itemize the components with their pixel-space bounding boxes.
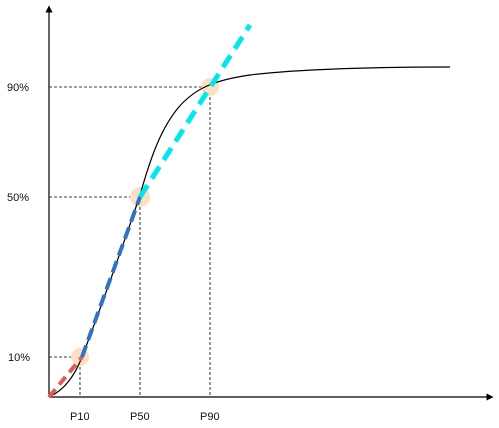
tangent-segment-mid	[80, 196, 142, 358]
y-label-50: 50%	[7, 192, 29, 204]
guide-lines	[49, 86, 211, 397]
y-label-90: 90%	[7, 82, 29, 94]
x-label-p10: P10	[70, 411, 90, 423]
tangent-segment-high	[137, 23, 253, 199]
tangent-segment-low	[47, 355, 84, 399]
x-label-p50: P50	[130, 411, 150, 423]
x-label-p90: P90	[200, 411, 220, 423]
cumulative-curve	[48, 66, 451, 398]
y-label-10: 10%	[8, 352, 30, 364]
